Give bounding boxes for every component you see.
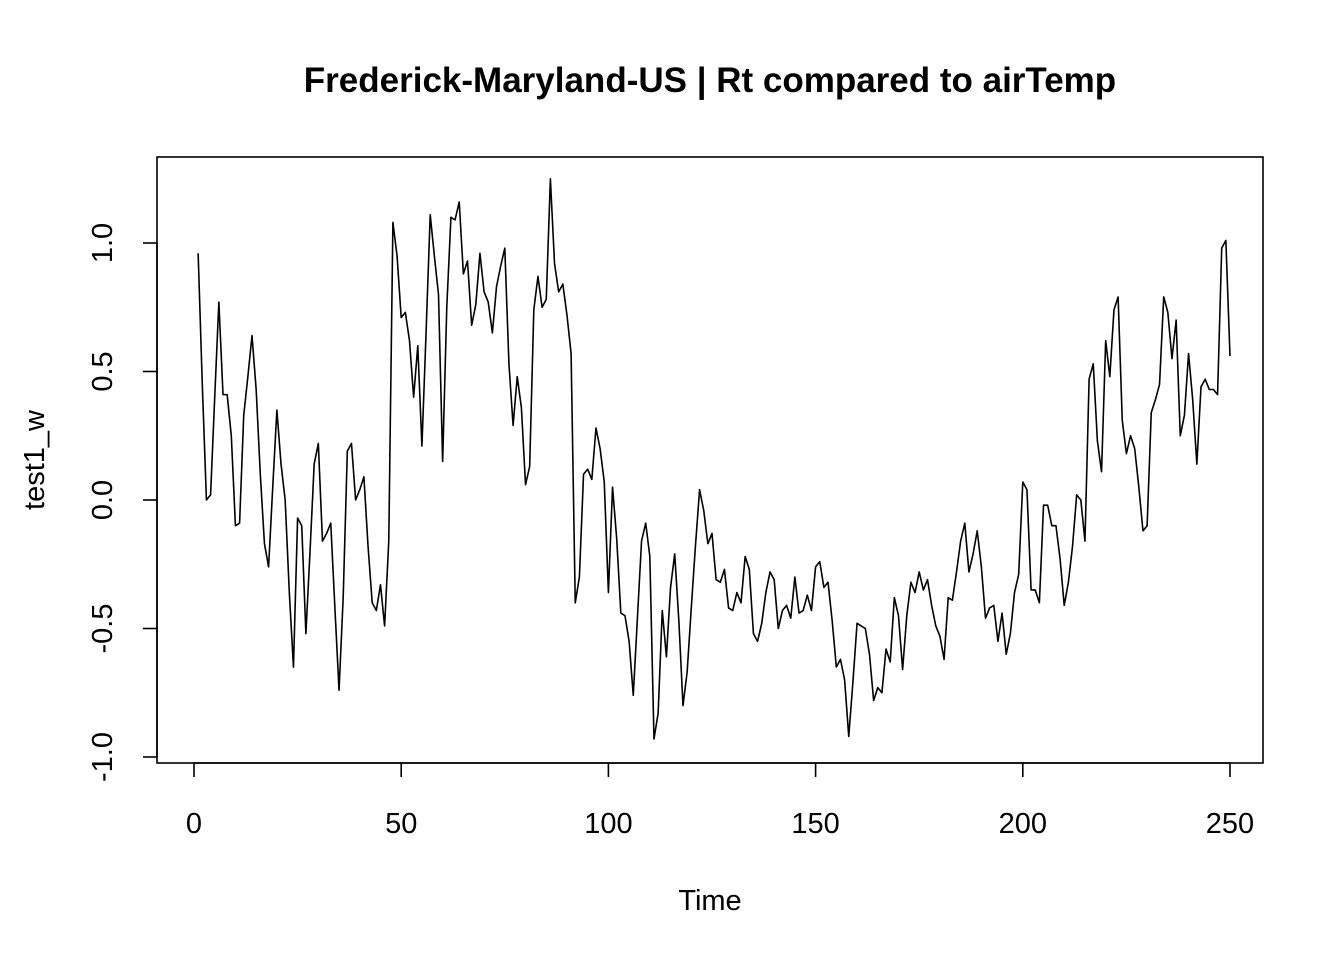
x-tick-label: 0 bbox=[186, 808, 202, 840]
chart-title: Frederick-Maryland-US | Rt compared to a… bbox=[304, 61, 1116, 100]
x-axis: 0 50 100 150 200 250 bbox=[186, 762, 1254, 840]
y-tick-label: -0.5 bbox=[87, 604, 119, 654]
x-tick-label: 100 bbox=[584, 808, 632, 840]
x-tick-label: 250 bbox=[1206, 808, 1254, 840]
y-tick-label: 0.5 bbox=[87, 351, 119, 391]
x-tick-label: 50 bbox=[385, 808, 417, 840]
y-tick-label: 1.0 bbox=[87, 223, 119, 263]
y-tick-label: 0.0 bbox=[87, 480, 119, 520]
plot-frame bbox=[156, 156, 1264, 764]
series-line bbox=[197, 177, 1231, 740]
y-axis-label: test1_w bbox=[19, 409, 51, 510]
x-axis-label: Time bbox=[678, 885, 741, 917]
x-tick-label: 200 bbox=[999, 808, 1047, 840]
x-tick-label: 150 bbox=[791, 808, 839, 840]
y-tick-label: -1.0 bbox=[87, 732, 119, 782]
y-axis: -1.0 -0.5 0.0 0.5 1.0 bbox=[87, 223, 158, 782]
